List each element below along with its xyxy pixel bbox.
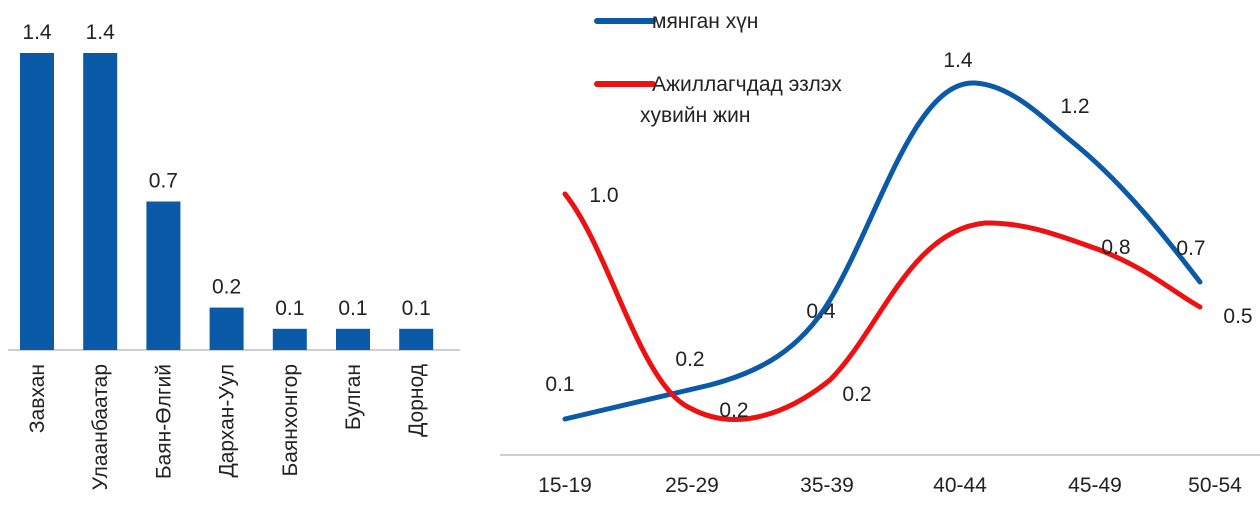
line-value-label-s2-5: 0.8 (1101, 236, 1130, 259)
bar-value-label-1: 1.4 (22, 21, 52, 44)
bar-category-label-1: Завхан (26, 364, 49, 433)
bar-4 (209, 307, 244, 350)
legend-label-series-2-line-1: Ажиллагчдад эзлэх (652, 73, 842, 96)
bar-category-label-7: Дорнод (405, 364, 428, 437)
bar-category-labels: Завхан Улаанбаатар Баян-Өлгий Дархан-Уул Бая… (26, 364, 428, 490)
bar-1 (20, 53, 54, 350)
bar-7 (399, 328, 434, 350)
line-value-label-s1-2: 0.2 (675, 348, 704, 371)
legend-label-series-2-line-2: хувийн жин (640, 104, 750, 127)
line-category-label-6: 50-54 (1188, 474, 1242, 497)
bar-3 (146, 201, 181, 350)
line-value-label-s2-2: 0.2 (719, 399, 748, 422)
bar-category-label-4: Дархан-Уул (216, 364, 239, 478)
line-category-labels: 15-19 25-29 35-39 40-44 45-49 50-54 (538, 474, 1242, 497)
line-value-label-s1-4: 1.4 (943, 49, 973, 72)
bar-5 (272, 328, 307, 350)
line-value-label-s1-1: 0.1 (545, 373, 574, 396)
line-category-label-2: 25-29 (665, 474, 719, 497)
line-category-label-1: 15-19 (538, 474, 592, 497)
line-value-label-s2-1: 1.0 (589, 184, 618, 207)
line-category-label-4: 40-44 (933, 474, 987, 497)
legend-label-series-2: Ажиллагчдад эзлэх хувийн жин (640, 73, 848, 127)
bar-value-label-5: 0.1 (275, 297, 304, 320)
line-value-label-s1-5: 1.2 (1060, 95, 1089, 118)
line-category-label-3: 35-39 (800, 474, 854, 497)
line-chart: мянган хүн Ажиллагчдад эзлэх хувийн жин … (500, 10, 1260, 497)
line-value-label-s1-6: 0.7 (1176, 237, 1205, 260)
bar-6 (336, 328, 370, 350)
line-legend: мянган хүн Ажиллагчдад эзлэх хувийн жин (594, 10, 848, 127)
line-series-ajillagchdad (562, 191, 1203, 422)
bar-value-label-3: 0.7 (149, 170, 178, 193)
legend-label-series-1: мянган хүн (652, 10, 758, 33)
line-value-labels: 0.1 0.2 0.4 1.4 1.2 0.7 1.0 0.2 0.2 0.8 0.5 (545, 49, 1252, 422)
line-value-label-s1-3: 0.4 (806, 300, 836, 323)
bar-series (20, 53, 434, 350)
bar-category-label-6: Булган (342, 364, 365, 430)
line-value-label-s2-6: 0.5 (1223, 305, 1252, 328)
line-category-label-5: 45-49 (1068, 474, 1122, 497)
bar-category-label-3: Баян-Өлгий (152, 364, 175, 479)
bar-value-label-4: 0.2 (212, 276, 241, 299)
bar-category-label-2: Улаанбаатар (89, 364, 112, 490)
bar-value-labels: 1.4 1.4 0.7 0.2 0.1 0.1 0.1 (22, 21, 430, 320)
bar-value-label-6: 0.1 (338, 297, 367, 320)
line-value-label-s2-3: 0.2 (842, 383, 871, 406)
bar-value-label-7: 0.1 (402, 297, 431, 320)
line-series-mianga-khun (562, 80, 1203, 422)
bar-value-label-2: 1.4 (86, 21, 116, 44)
bar-category-label-5: Баянхонгор (279, 364, 302, 477)
bar-2 (83, 53, 118, 350)
bar-chart: 1.4 1.4 0.7 0.2 0.1 0.1 0.1 Завхан Улаанбаатар Б… (8, 21, 460, 490)
